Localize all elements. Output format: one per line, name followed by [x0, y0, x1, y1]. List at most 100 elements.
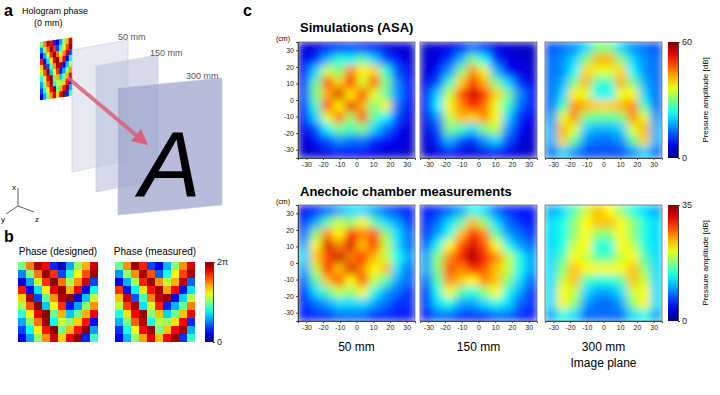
- cell: [310, 54, 322, 66]
- hologram-cell: [40, 88, 44, 95]
- hologram-cell: [53, 75, 57, 82]
- cell: [310, 263, 322, 275]
- cell: [179, 278, 187, 286]
- tick-mark: [213, 262, 215, 263]
- cell: [357, 263, 369, 275]
- tick: -30: [302, 321, 312, 331]
- cell: [525, 286, 537, 298]
- cell: [514, 309, 526, 321]
- tick-label: 10: [286, 80, 294, 87]
- tick-mark: [678, 321, 680, 322]
- cell: [557, 65, 569, 77]
- cell: [171, 310, 179, 318]
- hologram-cell: [46, 87, 50, 94]
- tick-label: 10: [617, 324, 625, 331]
- cell: [18, 318, 26, 326]
- cell: [357, 309, 369, 321]
- cell: [502, 286, 514, 298]
- tick-mark: [620, 158, 621, 160]
- cell: [525, 54, 537, 66]
- axis-line: [299, 322, 416, 324]
- cell: [514, 112, 526, 124]
- cell: [650, 42, 662, 54]
- cell: [604, 88, 616, 100]
- tick: 10: [492, 158, 500, 168]
- cell: [368, 263, 380, 275]
- cell: [545, 65, 557, 77]
- hologram-cell: [56, 51, 60, 58]
- cell: [568, 217, 580, 229]
- tick-mark: [529, 158, 530, 160]
- tick-mark: [306, 158, 307, 160]
- axis: 3020100-10-20-30: [284, 43, 299, 159]
- tick-mark: [445, 158, 446, 160]
- cell: [568, 205, 580, 217]
- cell: [650, 123, 662, 135]
- cell: [455, 88, 467, 100]
- cell: [321, 54, 333, 66]
- cell: [310, 217, 322, 229]
- cell: [403, 275, 415, 287]
- axis-line: [296, 43, 299, 159]
- cell: [420, 263, 432, 275]
- cell: [357, 240, 369, 252]
- tick-mark: [512, 321, 513, 323]
- cell: [163, 278, 171, 286]
- tick: 10: [370, 158, 378, 168]
- cell: [557, 298, 569, 310]
- tick-mark: [213, 342, 215, 343]
- cell: [580, 123, 592, 135]
- tick-label: -20: [566, 324, 576, 331]
- cell: [333, 77, 345, 89]
- cell: [650, 263, 662, 275]
- cell: [50, 262, 58, 270]
- triad-label: y: [1, 215, 5, 224]
- cell: [592, 286, 604, 298]
- cell: [455, 54, 467, 66]
- cell: [368, 65, 380, 77]
- cell: [187, 318, 195, 326]
- cell: [58, 334, 66, 342]
- cell: [420, 286, 432, 298]
- cell: [639, 217, 651, 229]
- hologram-cell: [59, 74, 63, 81]
- cell: [467, 251, 479, 263]
- cell: [357, 112, 369, 124]
- cell: [615, 205, 627, 217]
- cell: [333, 42, 345, 54]
- cell: [443, 77, 455, 89]
- cell: [514, 54, 526, 66]
- tick-mark: [390, 158, 391, 160]
- cell: [403, 251, 415, 263]
- cell: [321, 309, 333, 321]
- cell: [357, 65, 369, 77]
- tick-mark: [479, 158, 480, 160]
- cell: [139, 302, 147, 310]
- cell: [592, 54, 604, 66]
- cell: [187, 294, 195, 302]
- cell: [131, 310, 139, 318]
- hologram-cell: [62, 44, 66, 51]
- cell: [74, 334, 82, 342]
- cell: [615, 146, 627, 158]
- cell: [187, 262, 195, 270]
- cell: [321, 205, 333, 217]
- cell: [580, 77, 592, 89]
- cell: [557, 88, 569, 100]
- plane-label: 150 mm: [150, 48, 183, 58]
- hologram-cell: [53, 69, 57, 76]
- cell: [321, 228, 333, 240]
- cell: [627, 275, 639, 287]
- cell: [403, 240, 415, 252]
- cell: [592, 275, 604, 287]
- cell: [467, 54, 479, 66]
- cell: [139, 318, 147, 326]
- cell: [432, 205, 444, 217]
- cell: [650, 251, 662, 263]
- cell: [443, 146, 455, 158]
- cell: [380, 54, 392, 66]
- cell: [650, 77, 662, 89]
- map-title: Phase (measured): [114, 246, 196, 257]
- hologram-cell: [53, 51, 57, 58]
- cell: [187, 286, 195, 294]
